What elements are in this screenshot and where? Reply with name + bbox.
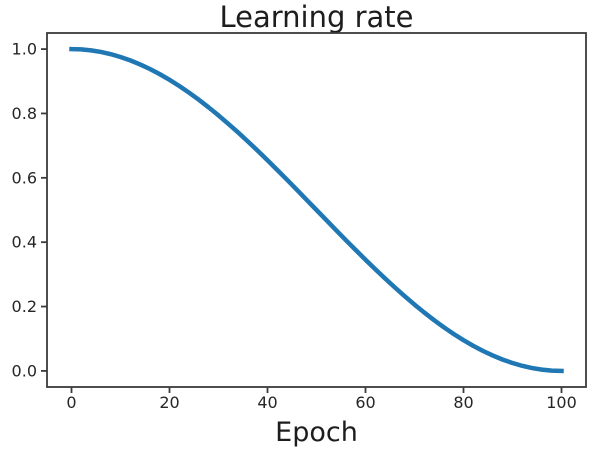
x-tick-label: 100 <box>546 393 577 412</box>
x-tick-label: 60 <box>355 393 375 412</box>
y-tick-label: 0.0 <box>12 361 37 380</box>
y-axis-ticks: 0.0 0.2 0.4 0.6 0.8 1.0 <box>12 40 47 380</box>
chart-title: Learning rate <box>219 0 413 34</box>
y-tick-label: 0.8 <box>12 104 37 123</box>
plot-frame <box>46 32 587 388</box>
y-tick-label: 0.6 <box>12 168 37 187</box>
x-tick-label: 0 <box>66 393 76 412</box>
x-axis-label: Epoch <box>275 417 358 448</box>
x-tick-label: 80 <box>453 393 473 412</box>
y-tick-label: 0.2 <box>12 297 37 316</box>
x-tick-label: 20 <box>159 393 179 412</box>
y-tick-label: 1.0 <box>12 40 37 59</box>
x-tick-label: 40 <box>257 393 277 412</box>
learning-rate-line <box>69 46 564 374</box>
y-tick-label: 0.4 <box>12 233 37 252</box>
x-axis-ticks: 0 20 40 60 80 100 <box>66 387 577 412</box>
